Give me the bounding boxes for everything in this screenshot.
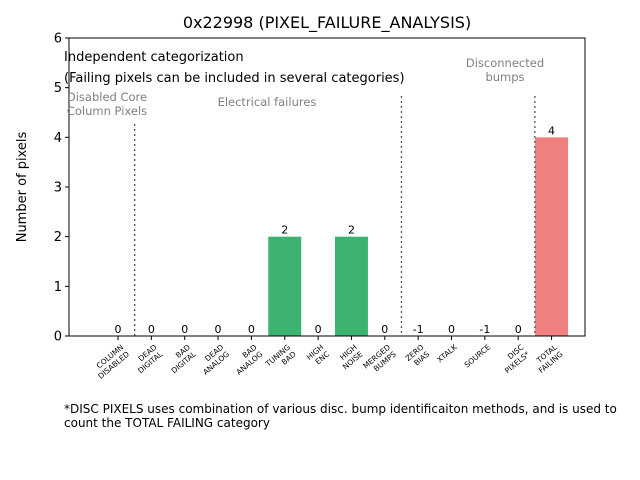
bar-value-label: 0 [115, 323, 122, 336]
bar-value-label: 0 [215, 323, 222, 336]
footnote: *DISC PIXELS uses combination of various… [64, 402, 617, 430]
bar-value-label: 0 [248, 323, 255, 336]
y-tick-label: 6 [54, 32, 62, 47]
bar-value-label: 0 [515, 323, 522, 336]
x-tick-label: TOTALFAILING [531, 342, 565, 375]
x-tick-label: DEADDIGITAL [130, 342, 165, 375]
x-tick-label: COLUMNDISABLED [90, 342, 131, 380]
group-label: Disconnected bumps [466, 56, 544, 84]
x-tick-label: HIGHENC [305, 343, 331, 369]
bar-value-label: 2 [281, 224, 288, 237]
y-tick-label: 2 [54, 230, 62, 245]
y-axis-label: Number of pixels [15, 131, 30, 242]
y-tick-label: 5 [54, 81, 62, 96]
bar [535, 137, 569, 336]
bar-value-label: 2 [348, 224, 355, 237]
bar-value-label: 0 [148, 323, 155, 336]
x-tick-label: SOURCE [463, 342, 493, 369]
y-tick-label: 0 [54, 330, 62, 345]
y-tick-label: 1 [54, 280, 62, 295]
x-tick-label: TUNINGBAD [263, 343, 298, 376]
y-tick-label: 3 [54, 181, 62, 196]
x-tick-label: MERGEDBUMPS [361, 342, 398, 377]
bar-value-label: 0 [381, 323, 388, 336]
bar [268, 236, 302, 336]
x-tick-label: XTALK [435, 342, 459, 365]
x-tick-label: BADANALOG [229, 343, 265, 377]
x-tick-label: DISCPIXELS* [497, 342, 531, 375]
group-label: Disabled Core Column Pixels [67, 90, 147, 118]
bar-value-label: -1 [413, 323, 424, 336]
y-tick-label: 4 [54, 131, 62, 146]
bar-value-label: 4 [548, 124, 555, 137]
group-label: Electrical failures [218, 95, 317, 109]
x-tick-label: DEADANALOG [195, 342, 231, 376]
info-line-2: (Failing pixels can be included in sever… [64, 71, 405, 86]
bar [334, 236, 368, 336]
x-tick-label: ZEROBIAS [404, 342, 432, 369]
bar-value-label: 0 [448, 323, 455, 336]
x-tick-label: HIGHNOISE [335, 342, 365, 371]
info-line-1: Independent categorization [64, 50, 244, 65]
x-tick-label: BADDIGITAL [164, 342, 199, 375]
bar-value-label: 0 [181, 323, 188, 336]
bar-value-label: -1 [479, 323, 490, 336]
chart-title: 0x22998 (PIXEL_FAILURE_ANALYSIS) [183, 13, 471, 33]
bar-value-label: 0 [315, 323, 322, 336]
